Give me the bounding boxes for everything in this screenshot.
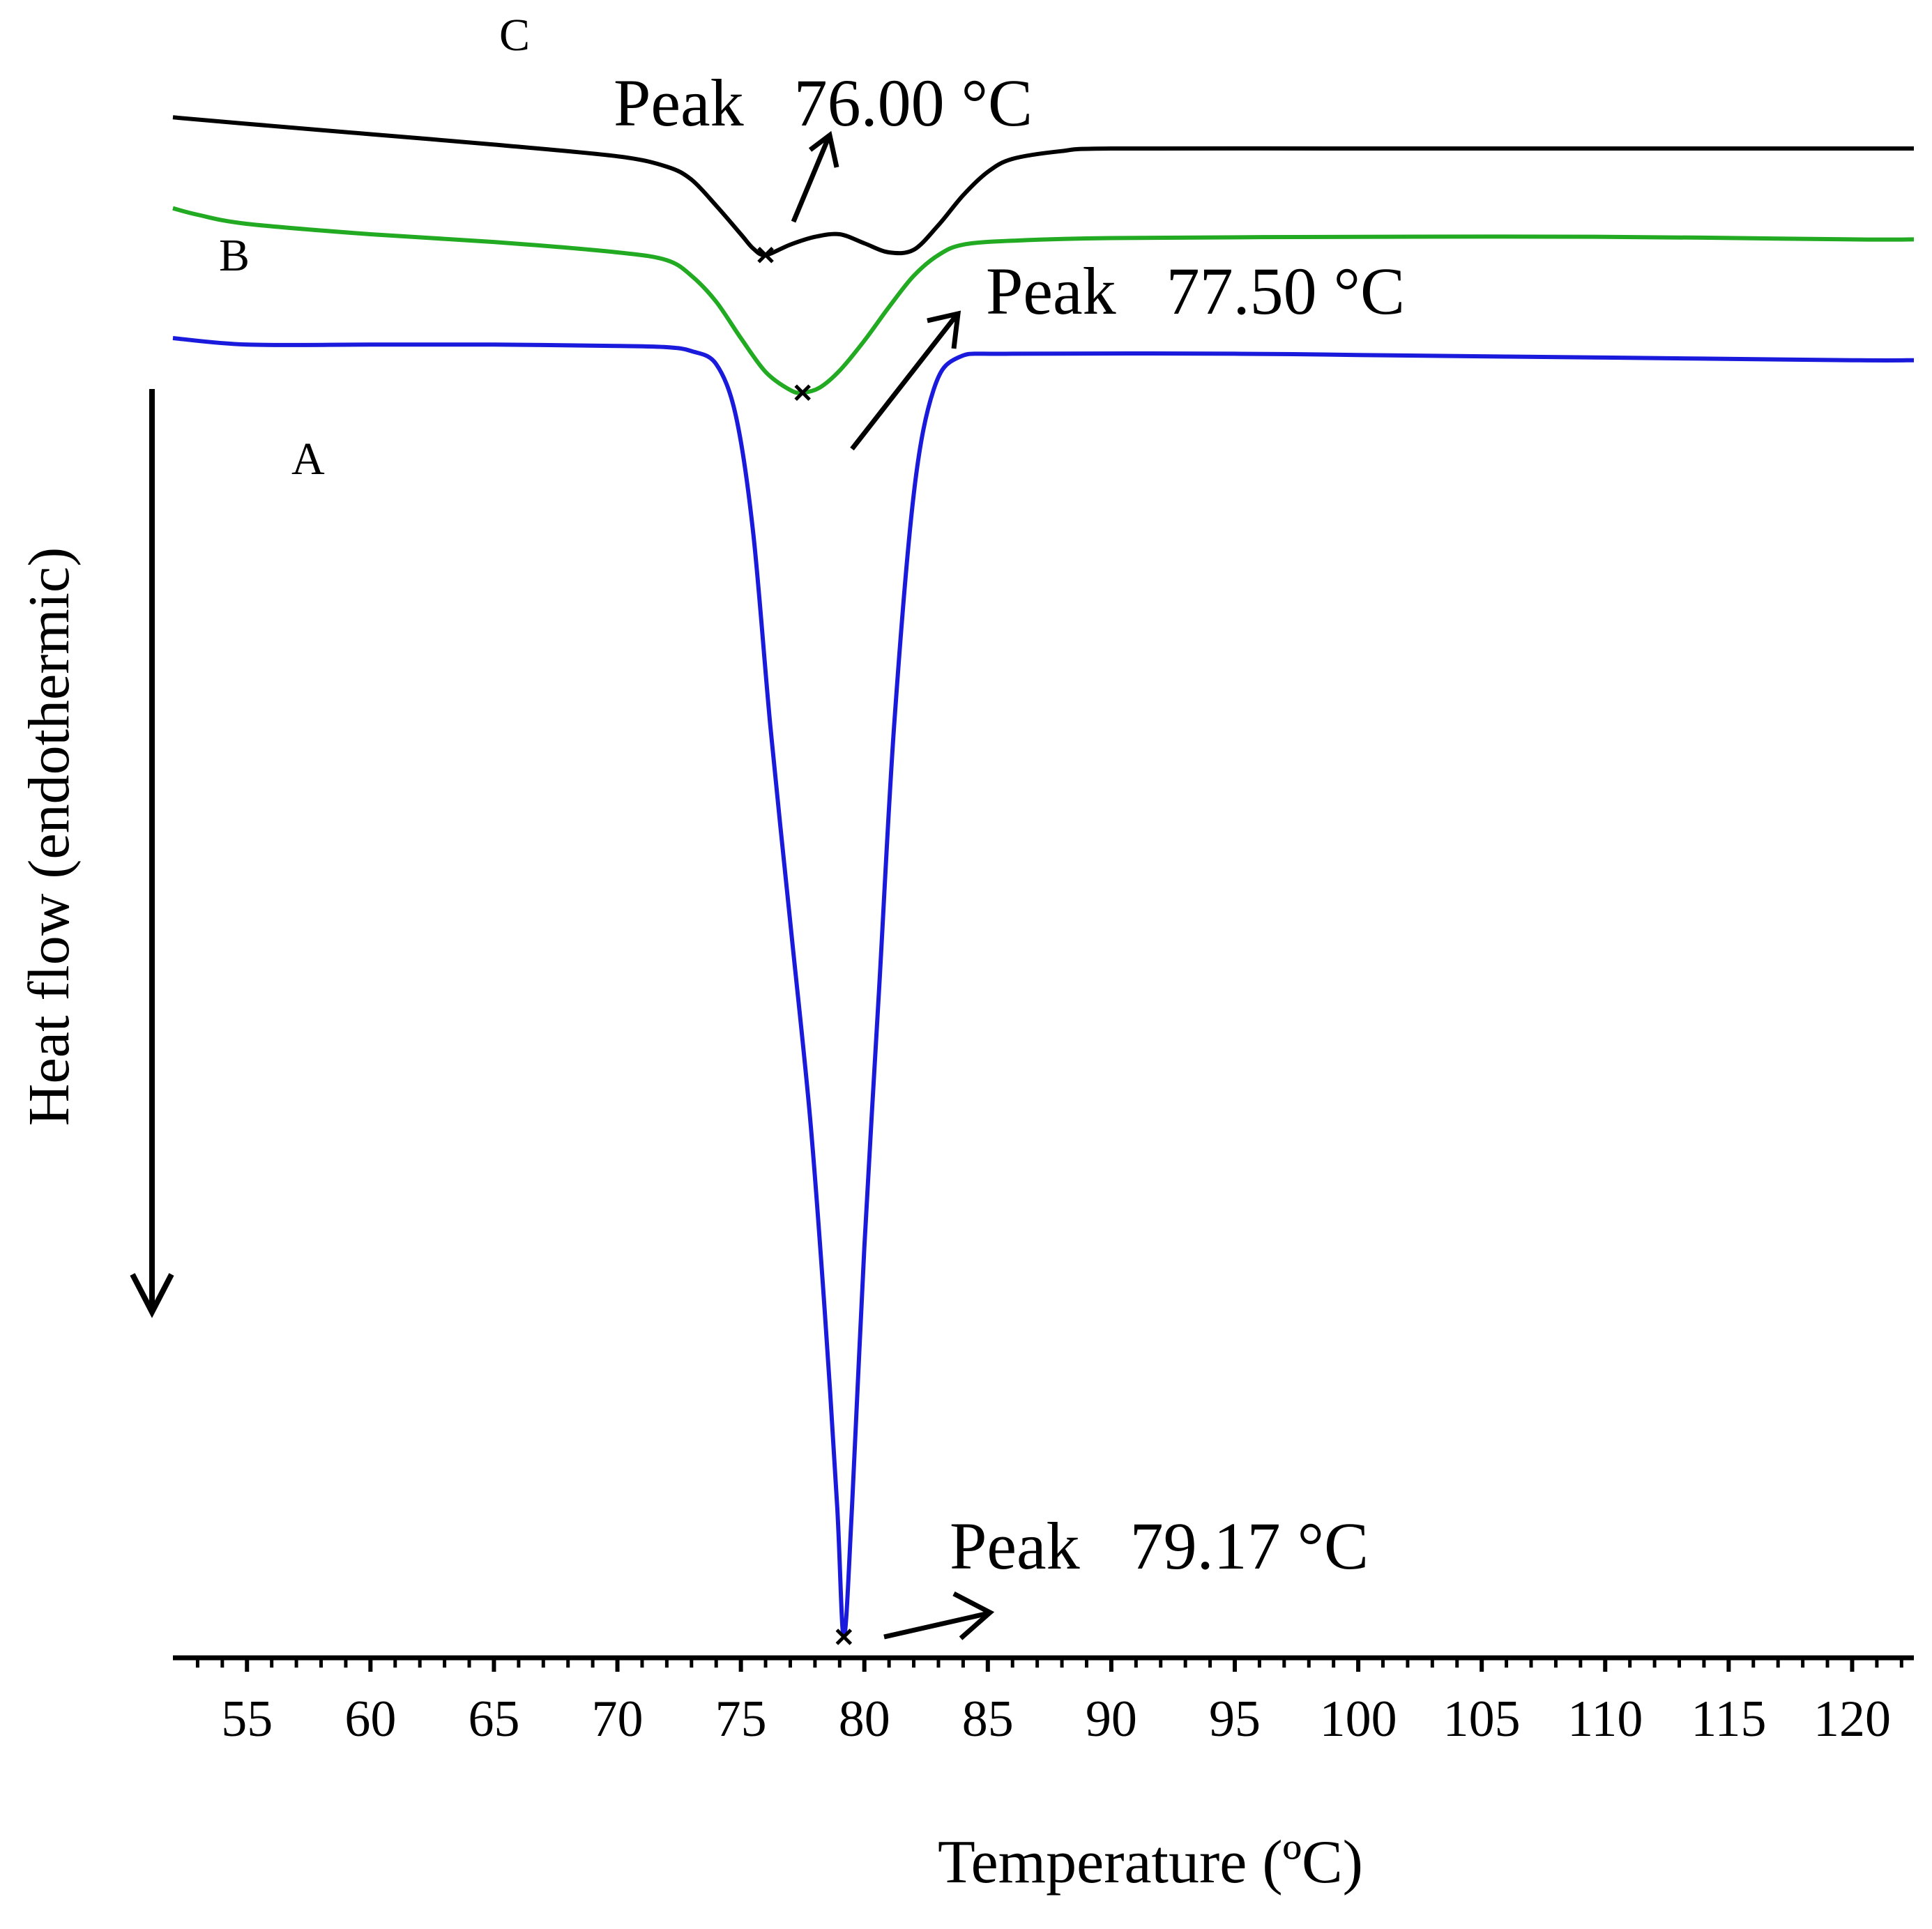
x-tick-label: 65 xyxy=(468,1691,519,1748)
peak-annotation-c: Peak 76.00 °C xyxy=(614,66,1033,140)
x-tick-label: 70 xyxy=(592,1691,644,1748)
x-axis-label: Temperature (ºC) xyxy=(938,1829,1363,1896)
x-tick-label: 80 xyxy=(839,1691,890,1748)
peak-marker-stroke xyxy=(794,384,811,402)
annotation-arrow-b xyxy=(850,310,961,451)
x-tick-label: 100 xyxy=(1320,1691,1397,1748)
peak-marker-b xyxy=(794,384,811,402)
curve-label-b: B xyxy=(219,230,250,281)
x-tick-label: 55 xyxy=(221,1691,273,1748)
x-axis-major-ticks xyxy=(245,1658,1855,1672)
peak-marker-stroke xyxy=(757,247,774,264)
x-tick-label: 90 xyxy=(1086,1691,1137,1748)
curve-label-a: A xyxy=(291,434,325,485)
series-line-a xyxy=(172,336,1915,1639)
x-tick-label: 85 xyxy=(962,1691,1014,1748)
curve-label-c: C xyxy=(499,10,530,61)
annotation-arrow-c xyxy=(791,130,839,223)
series-line-c xyxy=(172,115,1914,257)
peak-annotation-a: Peak 79.17 °C xyxy=(950,1509,1369,1583)
peak-annotation-b: Peak 77.50 °C xyxy=(986,254,1405,328)
x-tick-label: 75 xyxy=(715,1691,767,1748)
y-axis-label: Heat flow (endothermic) xyxy=(17,547,82,1126)
y-direction-arrowhead xyxy=(130,1273,174,1318)
peak-marker-c xyxy=(757,247,774,264)
x-tick-label: 120 xyxy=(1813,1691,1891,1748)
x-tick-label: 105 xyxy=(1443,1691,1521,1748)
x-axis-tick-labels: 55 60 65 70 75 80 85 90 95 100 105 110 115 120 xyxy=(221,1691,1891,1748)
x-tick-label: 110 xyxy=(1567,1691,1643,1748)
peak-marker-stroke xyxy=(835,1629,853,1645)
series-line-b xyxy=(172,206,1915,395)
annotation-arrow-a xyxy=(883,1591,995,1640)
peak-marker-a xyxy=(835,1629,853,1645)
x-tick-label: 60 xyxy=(344,1691,396,1748)
x-tick-label: 115 xyxy=(1691,1691,1766,1748)
x-tick-label: 95 xyxy=(1209,1691,1261,1748)
